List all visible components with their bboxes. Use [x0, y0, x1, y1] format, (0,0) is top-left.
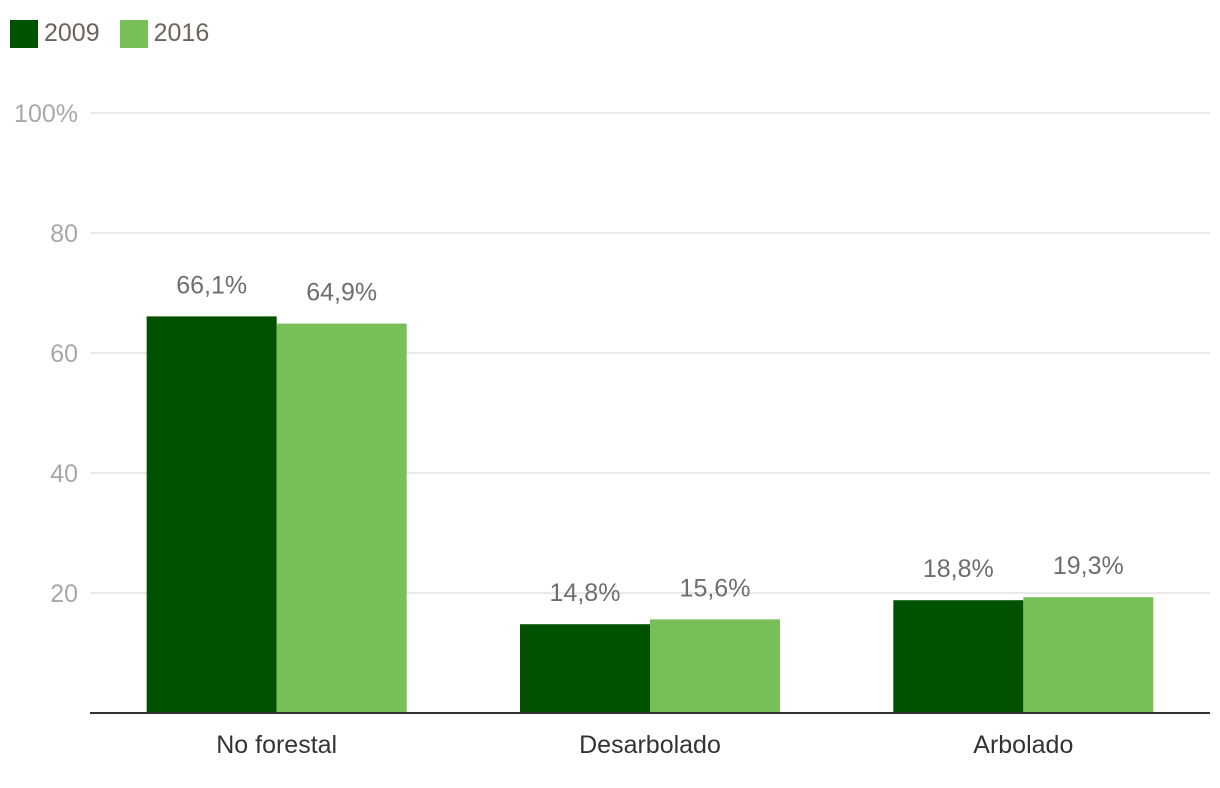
bar-2009-no-forestal[interactable]: [146, 316, 277, 713]
data-label-2016-desarbolado: 15,6%: [680, 574, 751, 602]
x-tick-label-no-forestal: No forestal: [216, 731, 337, 759]
y-tick-label-40: 40: [50, 460, 78, 488]
legend: 2009 2016: [10, 19, 209, 48]
bar-2009-desarbolado[interactable]: [520, 624, 650, 713]
y-tick-label-80: 80: [50, 220, 78, 248]
y-tick-label-60: 60: [50, 340, 78, 368]
data-label-2009-desarbolado: 14,8%: [550, 579, 621, 607]
legend-label-2009: 2009: [44, 19, 100, 47]
data-label-2016-arbolado: 19,3%: [1053, 552, 1124, 580]
bar-2016-no-forestal[interactable]: [276, 323, 407, 713]
bar-2009-arbolado[interactable]: [893, 600, 1024, 713]
x-tick-label-arbolado: Arbolado: [973, 731, 1073, 759]
legend-label-2016: 2016: [153, 19, 210, 47]
data-label-2016-no-forestal: 64,9%: [306, 279, 377, 307]
legend-item-2009[interactable]: 2009: [10, 19, 100, 48]
x-tick-label-desarbolado: Desarbolado: [579, 731, 721, 759]
y-tick-label-100: 100%: [14, 100, 78, 128]
legend-item-2016[interactable]: 2016: [119, 19, 210, 48]
bar-2016-arbolado[interactable]: [1023, 597, 1154, 713]
y-tick-label-20: 20: [50, 580, 78, 608]
legend-swatch-2016: [119, 19, 148, 48]
data-label-2009-no-forestal: 66,1%: [176, 271, 247, 299]
bar-2016-desarbolado[interactable]: [650, 619, 780, 713]
legend-swatch-2009: [10, 19, 38, 48]
data-label-2009-arbolado: 18,8%: [923, 555, 994, 583]
